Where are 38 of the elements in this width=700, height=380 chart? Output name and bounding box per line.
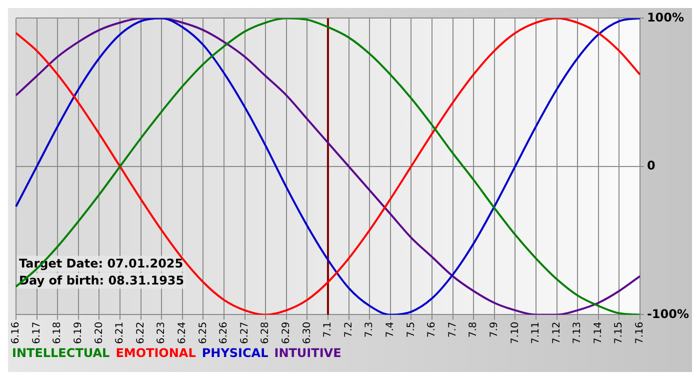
x-tick-label: 6.30 [302, 322, 313, 344]
x-tick-label: 7.11 [530, 322, 542, 344]
x-tick-label: 6.21 [114, 322, 126, 344]
x-tick-label: 6.16 [10, 322, 22, 344]
x-tick-label: 7.4 [384, 322, 396, 338]
x-tick-label: 6.18 [52, 322, 64, 344]
x-tick-label: 7.2 [343, 322, 354, 338]
x-tick-label: 6.17 [31, 322, 42, 344]
x-tick-label: 7.13 [572, 322, 584, 344]
x-tick-label: 7.9 [488, 322, 500, 338]
y-tick-label: 0 [646, 158, 656, 173]
x-tick-label: 7.5 [406, 322, 417, 338]
x-tick-label: 6.27 [239, 322, 250, 344]
x-tick-label: 7.3 [364, 322, 376, 338]
x-tick-label: 6.29 [280, 322, 292, 344]
x-tick-label: 7.10 [510, 322, 521, 344]
x-tick-label: 6.23 [156, 322, 168, 344]
y-tick-label: -100% [646, 306, 690, 321]
x-tick-label: 7.6 [426, 322, 438, 338]
x-tick-label: 6.28 [260, 322, 272, 344]
text: PHYSICAL [202, 346, 268, 360]
x-tick-label: 6.25 [198, 322, 209, 344]
text: EMOTIONAL [116, 346, 196, 360]
x-tick-label: 7.12 [551, 322, 562, 344]
x-tick-label: 7.7 [447, 322, 458, 338]
x-tick-label: 7.14 [592, 322, 604, 344]
x-tick-label: 6.19 [72, 322, 84, 344]
y-tick-label: 100% [646, 10, 684, 24]
x-tick-label: 6.20 [94, 322, 105, 344]
x-tick-label: 7.16 [634, 322, 646, 344]
x-tick-label: 7.8 [468, 322, 480, 338]
x-tick-label: 7.1 [322, 322, 334, 338]
text: INTELLECTUAL [12, 346, 110, 360]
x-tick-label: 7.15 [614, 322, 625, 344]
x-tick-label: 6.22 [135, 322, 146, 344]
x-tick-label: 6.24 [176, 322, 188, 344]
text: INTUITIVE [274, 346, 342, 360]
x-tick-label: 6.26 [218, 322, 230, 344]
